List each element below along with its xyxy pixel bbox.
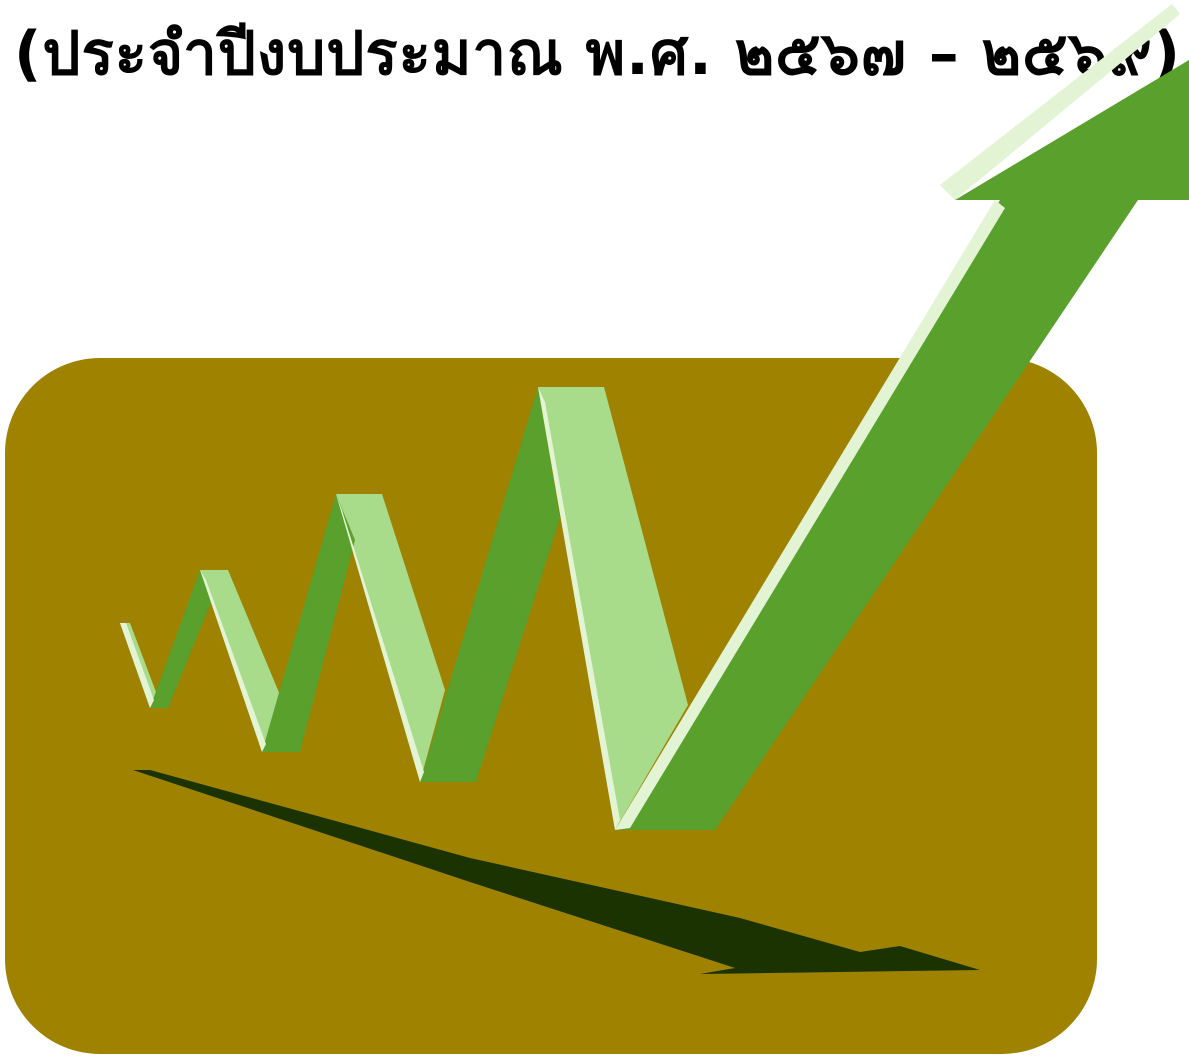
shadow-arrow: [133, 770, 980, 974]
ribbon-dark-faces: [150, 60, 1189, 830]
ribbon-highlights: [120, 4, 1180, 830]
slide-heading: (ประจำปีงบประมาณ พ.ศ. ๒๕๖๗ – ๒๕๖๙): [14, 19, 1182, 89]
